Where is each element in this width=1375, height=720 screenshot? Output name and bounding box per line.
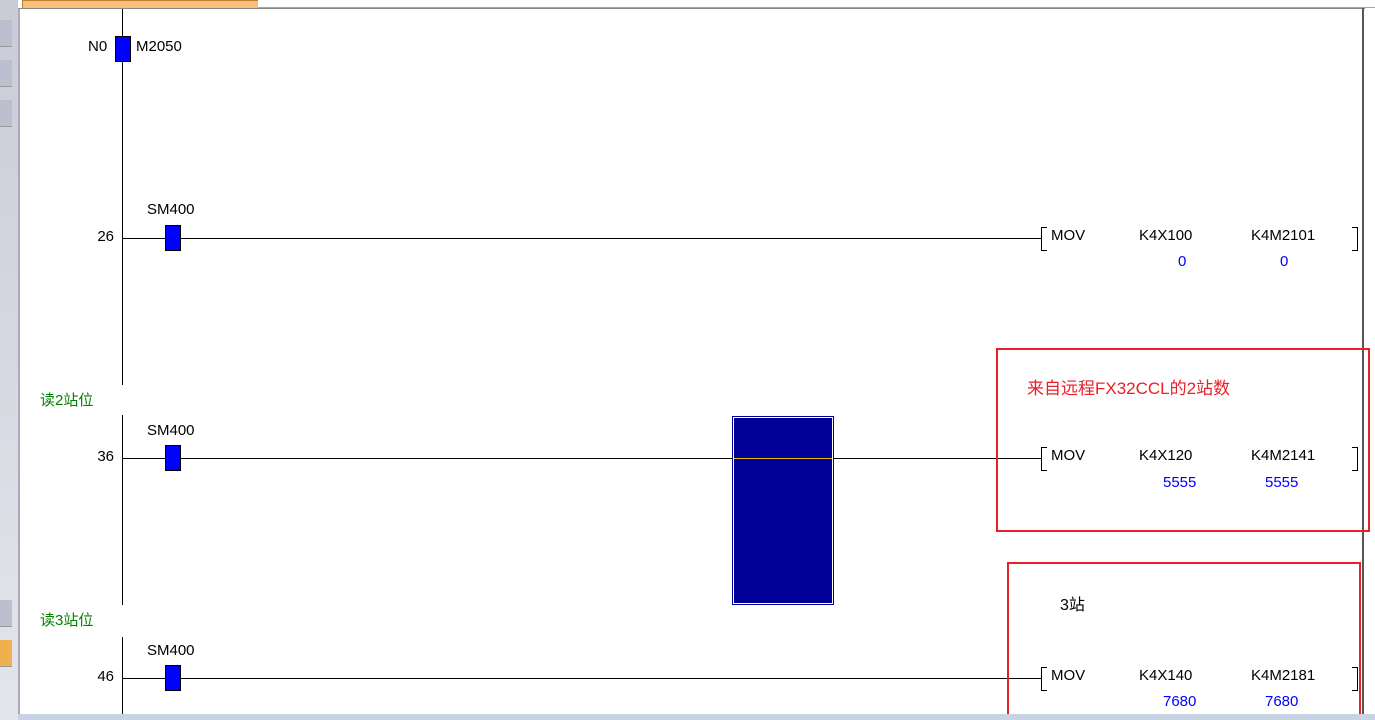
step-number: 46: [97, 668, 114, 685]
rung-wire: [123, 678, 1041, 679]
nest-label: N0: [88, 38, 108, 55]
contact-sm400[interactable]: [165, 445, 181, 471]
instruction-bracket-left: [1041, 667, 1047, 691]
source-operand[interactable]: K4X120: [1139, 447, 1193, 464]
annotation-text: 3站: [1060, 597, 1085, 614]
contact-sm400[interactable]: [165, 225, 181, 251]
rung-wire: [123, 238, 1041, 239]
annotation-text: 来自远程FX32CCL的2站数: [1027, 379, 1231, 398]
annotation-box-station3: [1007, 562, 1361, 720]
source-value: 7680: [1163, 693, 1197, 710]
dest-value: 0: [1280, 253, 1289, 270]
step-number: 36: [97, 448, 114, 465]
source-value: 5555: [1163, 474, 1197, 491]
source-operand[interactable]: K4X100: [1139, 227, 1193, 244]
cursor-wire: [734, 458, 832, 459]
dest-operand[interactable]: K4M2141: [1251, 447, 1316, 464]
dest-operand[interactable]: K4M2101: [1251, 227, 1316, 244]
ladder-editor[interactable]: [18, 8, 1365, 715]
rung-comment: 读2站位: [40, 392, 94, 409]
dest-operand[interactable]: K4M2181: [1251, 667, 1316, 684]
source-operand[interactable]: K4X140: [1139, 667, 1193, 684]
left-panel: [0, 0, 18, 720]
annotation-box-station2: [996, 348, 1370, 532]
rung-wire: [123, 458, 1041, 459]
bottom-tab-bar: [18, 714, 1375, 720]
instruction-bracket-right: [1352, 227, 1358, 251]
instruction-name[interactable]: MOV: [1051, 667, 1086, 684]
contact-label: SM400: [147, 642, 195, 659]
device-label: M2050: [136, 38, 182, 55]
step-number: 26: [97, 228, 114, 245]
contact-label: SM400: [147, 201, 195, 218]
instruction-bracket-right: [1352, 667, 1358, 691]
contact-label: SM400: [147, 422, 195, 439]
tab-bar: [258, 0, 1375, 8]
rung-comment: 读3站位: [40, 612, 94, 629]
left-power-rail: [122, 9, 123, 385]
source-value: 0: [1178, 253, 1187, 270]
left-power-rail: [122, 637, 123, 715]
instruction-name[interactable]: MOV: [1051, 447, 1086, 464]
instruction-bracket-left: [1041, 227, 1047, 251]
left-power-rail: [122, 415, 123, 605]
instruction-name[interactable]: MOV: [1051, 227, 1086, 244]
instruction-bracket-left: [1041, 447, 1047, 471]
right-power-rail: [1362, 8, 1364, 714]
dest-value: 7680: [1265, 693, 1299, 710]
dest-value: 5555: [1265, 474, 1299, 491]
editor-cursor[interactable]: [732, 416, 834, 605]
master-control-contact[interactable]: [115, 36, 131, 62]
contact-sm400[interactable]: [165, 665, 181, 691]
instruction-bracket-right: [1352, 447, 1358, 471]
